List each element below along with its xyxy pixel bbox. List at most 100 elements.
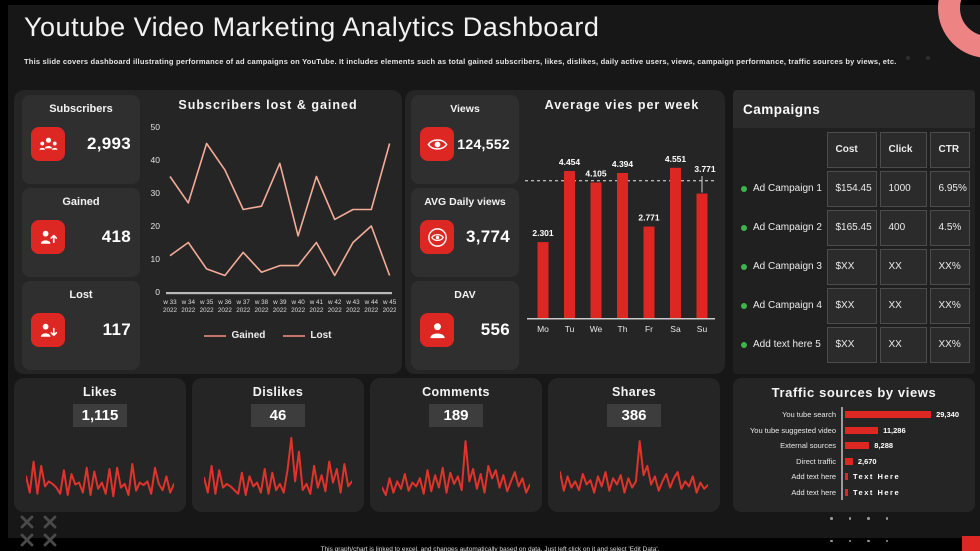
campaign-row-label: Ad Campaign 3: [735, 247, 825, 286]
svg-text:3.771: 3.771: [694, 164, 716, 174]
svg-text:0: 0: [155, 287, 160, 297]
stat-value: 3,774: [465, 227, 510, 246]
traffic-row: Direct traffic 2,670: [737, 453, 971, 469]
x-marks-decoration: [20, 515, 57, 547]
stat-label: AVG Daily views: [424, 196, 506, 208]
green-bullet-icon: [741, 263, 747, 270]
likes-sparkline[interactable]: [26, 432, 174, 504]
stat-row: 3,774: [411, 220, 519, 254]
svg-text:40: 40: [151, 155, 161, 165]
legend-label: Lost: [310, 330, 332, 341]
shares-sparkline[interactable]: [560, 432, 708, 504]
avg-views-bar-chart[interactable]: 2.301 4.454 4.105 4.394 2.771 4.551 3.771 Mo Tu W…: [523, 114, 721, 350]
traffic-row: Add text here Text Here: [737, 469, 971, 485]
bar-chart-block: Average vies per week 2.301 4.454 4.105 4.3…: [523, 90, 721, 374]
traffic-sources-chart[interactable]: You tube search 29,340 You tube suggested …: [737, 407, 971, 500]
traffic-bar: [845, 488, 848, 496]
bar-chart-title: Average vies per week: [544, 98, 700, 112]
campaigns-panel: Campaigns Cost Click CTR Ad Campaign 1 $154.…: [733, 90, 975, 374]
traffic-label: You tube search: [782, 410, 836, 420]
campaign-5-click: XX: [879, 326, 927, 363]
svg-text:4.105: 4.105: [585, 169, 607, 179]
traffic-label: External sources: [780, 441, 836, 451]
traffic-bar: [845, 426, 879, 434]
svg-text:4.551: 4.551: [665, 154, 687, 164]
campaign-2-click: 400: [879, 209, 927, 246]
comments-card: Comments 189: [370, 378, 542, 512]
traffic-label: You tube suggested video: [749, 425, 836, 435]
campaign-name: Add text here 5: [753, 339, 821, 350]
eye-circle-icon: [420, 220, 454, 254]
traffic-value: Text Here: [853, 472, 901, 482]
campaign-row-label: Ad Campaign 4: [735, 286, 825, 325]
legend-item-gained: Gained: [204, 330, 265, 341]
dislikes-value: 46: [251, 404, 305, 427]
green-bullet-icon: [741, 224, 747, 231]
legend-line-swatch: [283, 334, 306, 337]
bar-Su: [696, 193, 708, 318]
svg-text:2.771: 2.771: [638, 213, 660, 223]
svg-text:Sa: Sa: [670, 324, 681, 334]
traffic-value: Text Here: [853, 487, 901, 497]
subscribers-panel: Subscribers 2,993 Gained 418 Lost 117 Subscri…: [14, 90, 402, 374]
campaigns-title: Campaigns: [743, 101, 821, 117]
campaigns-table: Cost Click CTR Ad Campaign 1 $154.45 1000 6.95…: [735, 130, 973, 364]
bar-Fr: [643, 226, 655, 318]
campaigns-col-cost: Cost: [826, 131, 877, 168]
campaign-name: Ad Campaign 4: [753, 300, 822, 311]
stat-row: 556: [411, 313, 519, 347]
campaign-4-ctr: XX%: [929, 287, 970, 324]
campaign-1-click: 1000: [879, 170, 927, 207]
footer-bar: This graph/chart is linked to excel, and…: [0, 538, 980, 551]
page-title: Youtube Video Marketing Analytics Dashbo…: [24, 12, 600, 42]
svg-text:Th: Th: [618, 324, 628, 334]
green-bullet-icon: [741, 341, 747, 348]
svg-text:10: 10: [151, 254, 161, 264]
stat-label: DAV: [454, 289, 476, 301]
traffic-sources-panel: Traffic sources by views You tube search…: [733, 378, 975, 512]
traffic-bar: [845, 457, 853, 465]
traffic-row: External sources 8,288: [737, 438, 971, 454]
dislikes-card: Dislikes 46: [192, 378, 364, 512]
bar-Sa: [670, 167, 681, 318]
line-chart-legend: Gained Lost: [140, 330, 396, 341]
svg-text:We: We: [590, 324, 603, 334]
legend-label: Gained: [231, 330, 266, 341]
bar-We: [590, 182, 602, 318]
traffic-bar-area: Text Here: [841, 469, 971, 485]
campaigns-col-ctr: CTR: [929, 131, 970, 168]
traffic-row: You tube suggested video 11,286: [737, 422, 971, 438]
campaigns-header: Campaigns: [733, 90, 975, 128]
traffic-row: You tube search 29,340: [737, 407, 971, 423]
traffic-row: Add text here Text Here: [737, 484, 971, 500]
traffic-bar: [845, 473, 848, 481]
dislikes-sparkline[interactable]: [204, 432, 352, 504]
red-square-decoration: [962, 536, 980, 551]
stat-value: 124,552: [457, 136, 510, 152]
campaign-3-click: XX: [879, 248, 927, 285]
line-chart-title: Subscribers lost & gained: [178, 98, 358, 112]
green-bullet-icon: [741, 302, 747, 309]
svg-text:Fr: Fr: [645, 324, 653, 334]
bar-Th: [617, 172, 628, 318]
stat-label: Lost: [69, 289, 93, 301]
stat-label: Gained: [62, 196, 100, 208]
traffic-bar-area: Text Here: [841, 484, 971, 500]
page-subtitle: This slide covers dashboard illustrating…: [24, 57, 897, 66]
traffic-bar-area: 8,288: [841, 438, 971, 454]
campaign-name: Ad Campaign 3: [753, 261, 822, 272]
comments-sparkline[interactable]: [382, 432, 530, 504]
line-series-gained: [169, 142, 391, 237]
line-series-lost: [169, 225, 391, 277]
stat-tile-views: Views 124,552: [411, 95, 519, 184]
